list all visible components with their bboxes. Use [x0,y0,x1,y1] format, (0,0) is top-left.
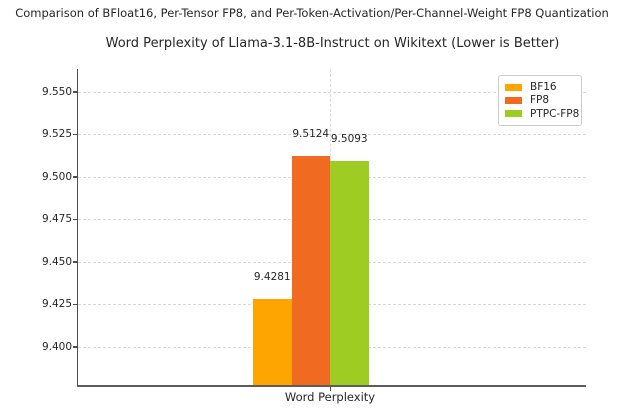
y-axis-spine [76,69,78,385]
legend-entry: FP8 [505,94,573,107]
bar-ptpc-fp8 [330,161,369,385]
y-tick-label: 9.525 [41,128,72,141]
y-tick-label: 9.450 [41,255,72,268]
y-tick-mark [72,176,77,178]
gridline-horizontal [78,134,586,136]
x-tick-mark [329,387,331,391]
figure-suptitle: Comparison of BFloat16, Per-Tensor FP8, … [15,6,609,20]
y-tick-mark [72,303,77,306]
y-tick-mark [72,346,77,348]
bar-value-label: 9.5093 [330,133,368,146]
legend-swatch-ptpc-fp8 [505,110,522,118]
bar-bf16 [253,299,292,385]
bar-fp8 [291,155,330,385]
x-axis-spine [76,385,586,387]
legend: BF16 FP8 PTPC-FP8 [498,75,582,126]
x-tick-label: Word Perplexity [284,390,376,404]
y-tick-label: 9.500 [41,170,72,183]
gridline-horizontal [78,91,586,93]
y-tick-label: 9.475 [41,213,72,226]
legend-label: PTPC-FP8 [530,107,580,120]
y-tick-mark [72,218,77,221]
legend-label: FP8 [530,94,550,107]
plot-area: 9.4281 9.5124 9.5093 Word Perplexity [72,69,586,404]
chart-title: Word Perplexity of Llama-3.1-8B-Instruct… [105,36,560,51]
legend-entry: BF16 [505,81,573,94]
y-tick-mark [72,261,77,263]
legend-entry: PTPC-FP8 [505,107,579,120]
y-tick-label: 9.425 [41,298,72,311]
legend-swatch-fp8 [505,96,522,104]
legend-swatch-bf16 [505,83,522,91]
y-tick-mark [72,133,77,136]
y-tick-label: 9.400 [41,340,72,353]
y-tick-mark [72,91,77,93]
bar-value-label: 9.4281 [253,271,291,284]
y-tick-label: 9.550 [41,85,72,98]
legend-label: BF16 [530,81,557,94]
bar-value-label: 9.5124 [292,127,330,140]
